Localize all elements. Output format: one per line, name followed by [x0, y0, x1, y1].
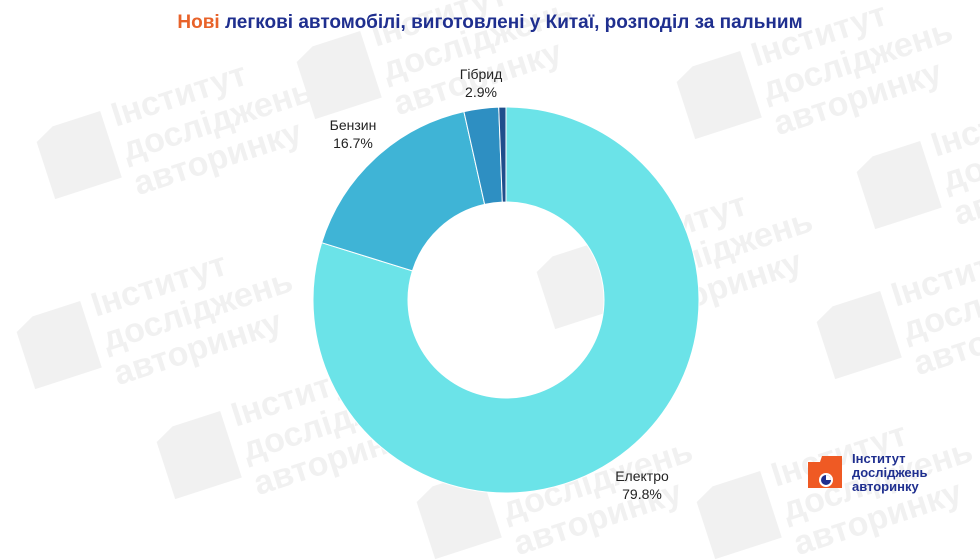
logo-line: досліджень [852, 465, 928, 480]
donut-slice [312, 106, 700, 494]
logo-line: Інститут [852, 451, 906, 466]
donut-slice [498, 106, 507, 203]
title-text: легкові автомобілі, виготовлені у Китаї,… [219, 12, 803, 33]
chart-title: Нові легкові автомобілі, виготовлені у К… [0, 12, 980, 34]
slice-value-label: 2.9% [465, 84, 497, 100]
slice-label: Гібрид [460, 66, 503, 82]
institute-logo: Інститут досліджень авторинку [806, 452, 946, 496]
logo-text: Інститут досліджень авторинку [852, 452, 928, 494]
logo-icon [808, 456, 842, 488]
slice-label: Електро [615, 468, 669, 484]
slice-value-label: 16.7% [333, 135, 373, 151]
donut-slice [321, 111, 486, 272]
slice-label: Бензин [330, 117, 377, 133]
title-accent: Нові [177, 12, 220, 33]
logo-line: авторинку [852, 479, 919, 494]
slice-value-label: 79.8% [622, 486, 662, 502]
